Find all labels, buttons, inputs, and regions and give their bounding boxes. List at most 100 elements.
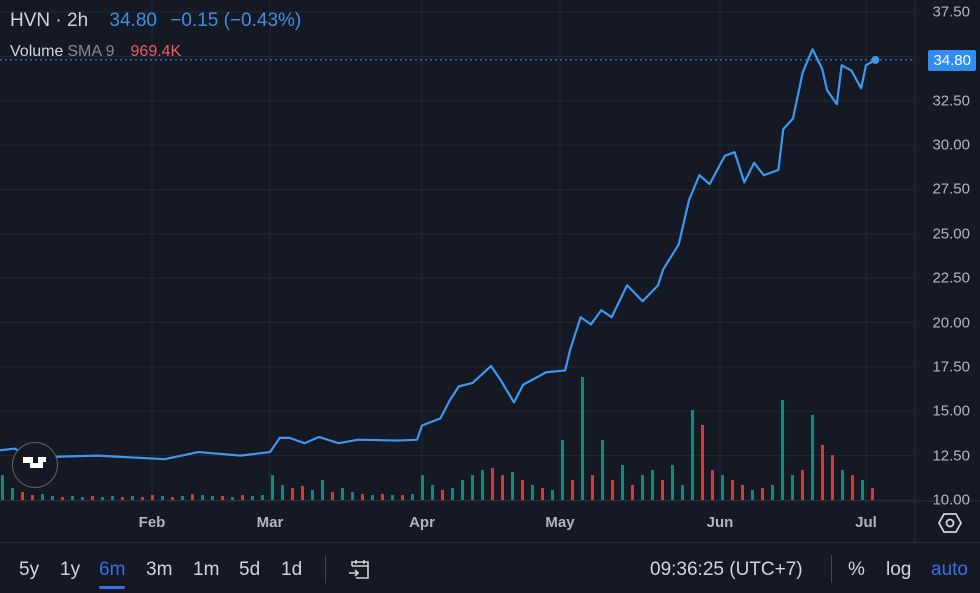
volume-bar (441, 490, 444, 500)
y-tick-label: 30.00 (932, 136, 970, 154)
volume-bar (71, 496, 74, 500)
volume-bar (631, 485, 634, 500)
volume-bar (181, 496, 184, 500)
volume-bar (121, 497, 124, 500)
volume-bar (551, 490, 554, 500)
tradingview-logo[interactable] (12, 442, 58, 488)
volume-bar (351, 492, 354, 500)
volume-bar (851, 475, 854, 500)
price-change: −0.15 (−0.43%) (170, 10, 302, 31)
volume-bar (801, 470, 804, 500)
volume-bar (81, 497, 84, 500)
volume-bar (381, 494, 384, 500)
volume-bar (791, 475, 794, 500)
range-5d[interactable]: 5d (239, 559, 261, 580)
range-3m[interactable]: 3m (146, 559, 173, 580)
log-toggle[interactable]: log (886, 559, 912, 580)
volume-bar (671, 465, 674, 500)
volume-bar (311, 490, 314, 500)
volume-bar (821, 445, 824, 500)
x-tick-label: Jul (855, 514, 877, 531)
y-tick-label: 20.00 (932, 314, 970, 332)
volume-bar (731, 480, 734, 500)
range-5y[interactable]: 5y (19, 559, 40, 580)
volume-bar (271, 475, 274, 500)
volume-bar (281, 485, 284, 500)
y-tick-label: 22.50 (932, 269, 970, 287)
volume-bar (41, 494, 44, 500)
last-price-tag: 34.80 (928, 50, 976, 71)
volume-bar (231, 497, 234, 500)
y-tick-label: 25.00 (932, 225, 970, 243)
sma-value: 969.4K (130, 43, 182, 60)
volume-bar (101, 497, 104, 500)
volume-bar (511, 472, 514, 500)
volume-bar (401, 495, 404, 500)
divider (325, 555, 326, 583)
volume-bar (191, 494, 194, 500)
y-tick-label: 17.50 (932, 358, 970, 376)
volume-bar (721, 475, 724, 500)
range-6m[interactable]: 6m (99, 559, 126, 589)
volume-bar (641, 475, 644, 500)
volume-bar (251, 496, 254, 500)
volume-bar (831, 455, 834, 500)
volume-bar (861, 480, 864, 500)
volume-bar (521, 480, 524, 500)
volume-bar (301, 486, 304, 500)
x-tick-label: May (545, 514, 575, 531)
volume-bar (581, 377, 584, 500)
y-tick-label: 32.50 (932, 92, 970, 110)
volume-bar (691, 410, 694, 500)
logo-icon (23, 457, 46, 468)
volume-bar (141, 497, 144, 500)
volume-bar (541, 488, 544, 500)
volume-bar (611, 480, 614, 500)
volume-bar (621, 465, 624, 500)
price-chart[interactable] (0, 0, 980, 542)
volume-bar (31, 495, 34, 500)
volume-bar (781, 400, 784, 500)
volume-bar (461, 480, 464, 500)
volume-bar (471, 475, 474, 500)
volume-bar (151, 495, 154, 500)
volume-bar (361, 494, 364, 500)
y-tick-label: 12.50 (932, 447, 970, 465)
volume-bar (371, 495, 374, 500)
volume-bar (661, 480, 664, 500)
volume-bar (421, 475, 424, 500)
volume-bar (431, 485, 434, 500)
volume-bar (61, 497, 64, 500)
volume-bar (1, 475, 4, 500)
volume-legend[interactable]: Volume SMA 9 969.4K (10, 43, 181, 61)
price-line (0, 48, 876, 461)
volume-bar (21, 492, 24, 500)
volume-bar (491, 468, 494, 500)
volume-bar (291, 488, 294, 500)
bottom-toolbar: 5y 1y 6m 3m 1m 5d 1d 09:36:25 (UTC+7) % … (0, 542, 980, 593)
settings-icon[interactable] (937, 512, 963, 539)
y-tick-label: 10.00 (932, 491, 970, 509)
volume-bar (571, 480, 574, 500)
volume-bar (481, 470, 484, 500)
volume-bar (91, 496, 94, 500)
auto-toggle[interactable]: auto (931, 559, 968, 580)
volume-bar (711, 470, 714, 500)
volume-bar (51, 496, 54, 500)
percent-toggle[interactable]: % (848, 559, 865, 580)
x-tick-label: Feb (138, 514, 166, 531)
chart-legend: HVN · 2h 34.80 −0.15 (−0.43%) (10, 10, 301, 32)
volume-bar (331, 492, 334, 500)
volume-bar (841, 470, 844, 500)
symbol-interval[interactable]: HVN · 2h (10, 10, 89, 31)
go-to-date-icon[interactable] (347, 557, 371, 587)
volume-bar (161, 496, 164, 500)
volume-bar (871, 488, 874, 500)
volume-bar (591, 475, 594, 500)
volume-bar (211, 496, 214, 500)
range-1m[interactable]: 1m (193, 559, 220, 580)
volume-bar (771, 485, 774, 500)
clock-time[interactable]: 09:36:25 (UTC+7) (650, 559, 803, 580)
range-1y[interactable]: 1y (60, 559, 81, 580)
range-1d[interactable]: 1d (281, 559, 303, 580)
